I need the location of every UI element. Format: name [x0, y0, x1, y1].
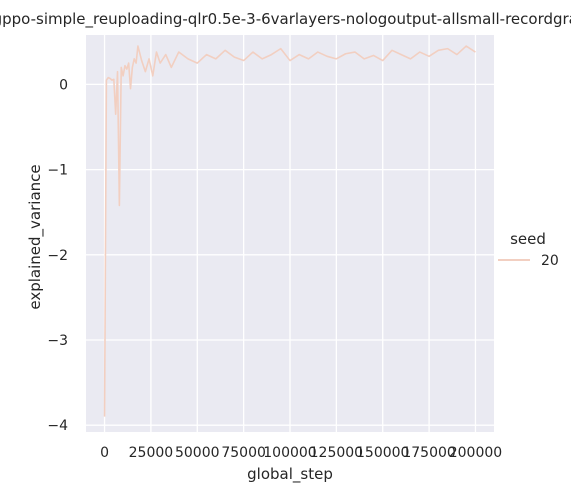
x-axis-label: global_step: [247, 465, 333, 484]
y-axis-label: explained_variance: [26, 164, 45, 309]
legend-title: seed: [510, 230, 546, 248]
y-tick-label: −1: [47, 163, 68, 179]
x-tick-label: 0: [100, 445, 109, 461]
x-tick-label: 50000: [175, 445, 220, 461]
y-tick-label: −3: [47, 333, 68, 349]
y-tick-label: −4: [47, 418, 68, 434]
x-tick-label: 25000: [129, 445, 174, 461]
legend: seed 20: [498, 230, 559, 269]
legend-entry-label: 20: [541, 253, 559, 269]
y-tick-label: 0: [59, 77, 68, 93]
y-axis-ticks: 0 −1 −2 −3 −4: [47, 77, 68, 434]
y-tick-label: −2: [47, 248, 68, 264]
chart-title: gppo-simple_reuploading-qlr0.5e-3-6varla…: [0, 10, 571, 29]
x-tick-label: 75000: [221, 445, 266, 461]
x-tick-label: 200000: [449, 445, 502, 461]
x-axis-ticks: 0 25000 50000 75000100000125000150000175000…: [100, 445, 502, 461]
